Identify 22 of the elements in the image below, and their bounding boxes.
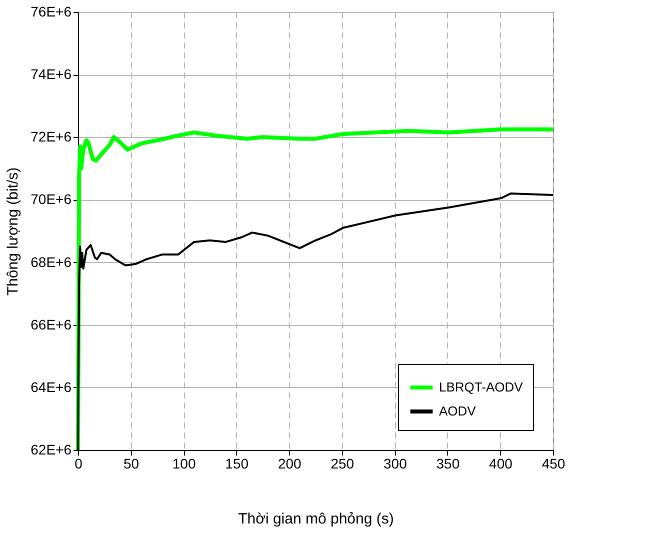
x-tick-label: 300: [383, 456, 408, 472]
legend-label: LBRQT-AODV: [439, 380, 524, 394]
x-tick-label: 450: [542, 456, 566, 472]
x-tick-label: 350: [436, 456, 460, 472]
y-tick-label: 62E+6: [30, 442, 72, 458]
y-tick-label: 76E+6: [30, 4, 72, 20]
x-tick-label: 100: [172, 456, 196, 472]
x-tick-label: 0: [74, 456, 83, 472]
x-tick-label: 50: [123, 456, 140, 472]
y-tick-label: 70E+6: [30, 191, 72, 208]
x-tick-label: 250: [330, 456, 354, 472]
x-tick-label: 150: [225, 456, 249, 472]
x-tick-label: 200: [278, 456, 302, 472]
x-tick-label: 400: [489, 456, 513, 472]
y-tick-label: 64E+6: [30, 378, 72, 395]
y-tick-label: 66E+6: [30, 316, 72, 332]
x-axis-title: Thời gian mô phỏng (s): [238, 510, 394, 528]
y-axis-title: Thông lượng (bit/s): [4, 167, 22, 296]
y-tick-label: 72E+6: [30, 128, 72, 145]
legend-label: AODV: [439, 404, 476, 418]
y-tick-label: 68E+6: [30, 254, 72, 270]
y-tick-label: 74E+6: [30, 66, 72, 82]
